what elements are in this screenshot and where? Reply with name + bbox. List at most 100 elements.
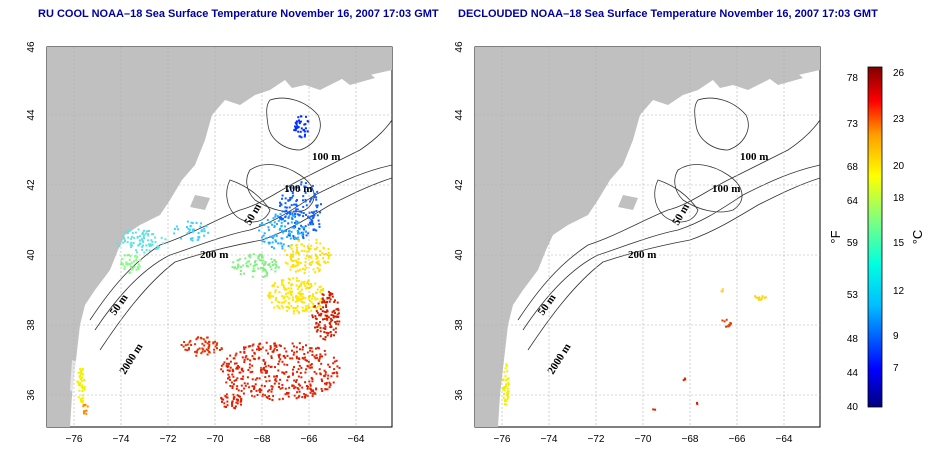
sst-pixel bbox=[221, 398, 224, 401]
sst-pixel bbox=[148, 249, 151, 252]
sst-pixel bbox=[304, 396, 307, 399]
sst-pixel bbox=[504, 400, 506, 403]
sst-pixel bbox=[295, 355, 298, 358]
sst-pixel bbox=[271, 385, 274, 388]
sst-pixel bbox=[283, 210, 286, 213]
sst-pixel bbox=[302, 212, 305, 215]
sst-pixel bbox=[328, 366, 331, 368]
sst-pixel bbox=[120, 261, 123, 264]
sst-pixel bbox=[243, 382, 246, 385]
sst-pixel bbox=[319, 285, 322, 288]
sst-pixel bbox=[145, 249, 148, 252]
sst-pixel bbox=[319, 305, 322, 307]
sst-pixel bbox=[80, 380, 83, 382]
sst-pixel bbox=[236, 367, 239, 370]
sst-pixel bbox=[251, 378, 254, 381]
left-lat-tick: 44 bbox=[26, 109, 37, 121]
sst-pixel bbox=[78, 389, 81, 392]
sst-pixel bbox=[305, 234, 308, 237]
sst-pixel bbox=[502, 388, 505, 391]
sst-pixel bbox=[281, 210, 284, 213]
sst-pixel bbox=[147, 234, 150, 237]
sst-pixel bbox=[303, 280, 306, 283]
sst-pixel bbox=[269, 221, 272, 224]
sst-pixel bbox=[296, 246, 298, 249]
sst-pixel bbox=[272, 236, 274, 239]
sst-pixel bbox=[300, 284, 302, 287]
sst-pixel bbox=[281, 397, 284, 400]
sst-pixel bbox=[138, 265, 141, 268]
right-lat-tick: 36 bbox=[454, 389, 465, 401]
sst-pixel bbox=[151, 233, 153, 236]
sst-pixel bbox=[231, 370, 234, 373]
sst-pixel bbox=[337, 312, 340, 315]
sst-pixel bbox=[292, 353, 295, 356]
sst-pixel bbox=[312, 389, 314, 392]
sst-pixel bbox=[326, 297, 329, 300]
sst-pixel bbox=[212, 341, 215, 344]
sst-pixel bbox=[272, 284, 275, 287]
sst-pixel bbox=[293, 265, 296, 268]
sst-pixel bbox=[292, 368, 294, 371]
sst-pixel bbox=[262, 266, 265, 269]
sst-pixel bbox=[288, 234, 291, 237]
sst-pixel bbox=[338, 320, 341, 323]
sst-pixel bbox=[190, 344, 193, 346]
sst-pixel bbox=[263, 385, 266, 388]
sst-pixel bbox=[309, 286, 312, 289]
sst-pixel bbox=[297, 253, 300, 256]
sst-pixel bbox=[79, 399, 82, 402]
sst-pixel bbox=[292, 259, 295, 262]
sst-pixel bbox=[316, 214, 319, 217]
sst-pixel bbox=[80, 371, 83, 374]
sst-pixel bbox=[207, 346, 210, 349]
sst-pixel bbox=[185, 226, 188, 228]
right-lon-ticks: −76 −74 −72 −70 −68 −66 −64 bbox=[494, 434, 793, 445]
sst-pixel bbox=[289, 186, 291, 189]
sst-pixel bbox=[334, 327, 337, 330]
sst-pixel bbox=[336, 307, 339, 310]
sst-pixel bbox=[223, 405, 226, 408]
sst-pixel bbox=[156, 247, 159, 250]
sst-pixel bbox=[309, 223, 312, 226]
sst-pixel bbox=[147, 230, 149, 233]
sst-pixel bbox=[335, 322, 338, 325]
sst-pixel bbox=[247, 345, 250, 348]
sst-pixel bbox=[289, 278, 291, 281]
left-lon-tick: −72 bbox=[160, 434, 177, 445]
sst-pixel bbox=[298, 189, 301, 192]
sst-pixel bbox=[298, 214, 301, 217]
sst-pixel bbox=[330, 326, 333, 328]
sst-pixel bbox=[288, 229, 291, 232]
sst-pixel bbox=[263, 366, 265, 369]
sst-pixel bbox=[754, 295, 757, 298]
sst-pixel bbox=[300, 127, 303, 130]
sst-pixel bbox=[186, 349, 189, 352]
sst-pixel bbox=[261, 346, 264, 349]
sst-pixel bbox=[197, 232, 200, 234]
sst-pixel bbox=[290, 226, 293, 229]
sst-pixel bbox=[304, 133, 306, 136]
sst-pixel bbox=[293, 351, 296, 354]
sst-pixel bbox=[257, 345, 260, 348]
sst-pixel bbox=[301, 356, 304, 359]
sst-pixel bbox=[299, 293, 301, 295]
sst-pixel bbox=[329, 298, 332, 301]
sst-pixel bbox=[249, 263, 252, 266]
sst-pixel bbox=[311, 219, 314, 222]
sst-pixel bbox=[303, 226, 306, 229]
sst-pixel bbox=[201, 347, 204, 350]
sst-pixel bbox=[292, 373, 294, 376]
sst-pixel bbox=[248, 260, 251, 263]
sst-pixel bbox=[301, 306, 304, 309]
sst-pixel bbox=[323, 369, 326, 372]
sst-pixel bbox=[322, 318, 324, 321]
sst-pixel bbox=[295, 357, 298, 360]
sst-pixel bbox=[306, 364, 309, 367]
sst-pixel bbox=[311, 380, 314, 383]
sst-pixel bbox=[296, 261, 298, 264]
sst-pixel bbox=[322, 337, 325, 340]
sst-pixel bbox=[286, 363, 289, 366]
sst-pixel bbox=[320, 378, 323, 381]
